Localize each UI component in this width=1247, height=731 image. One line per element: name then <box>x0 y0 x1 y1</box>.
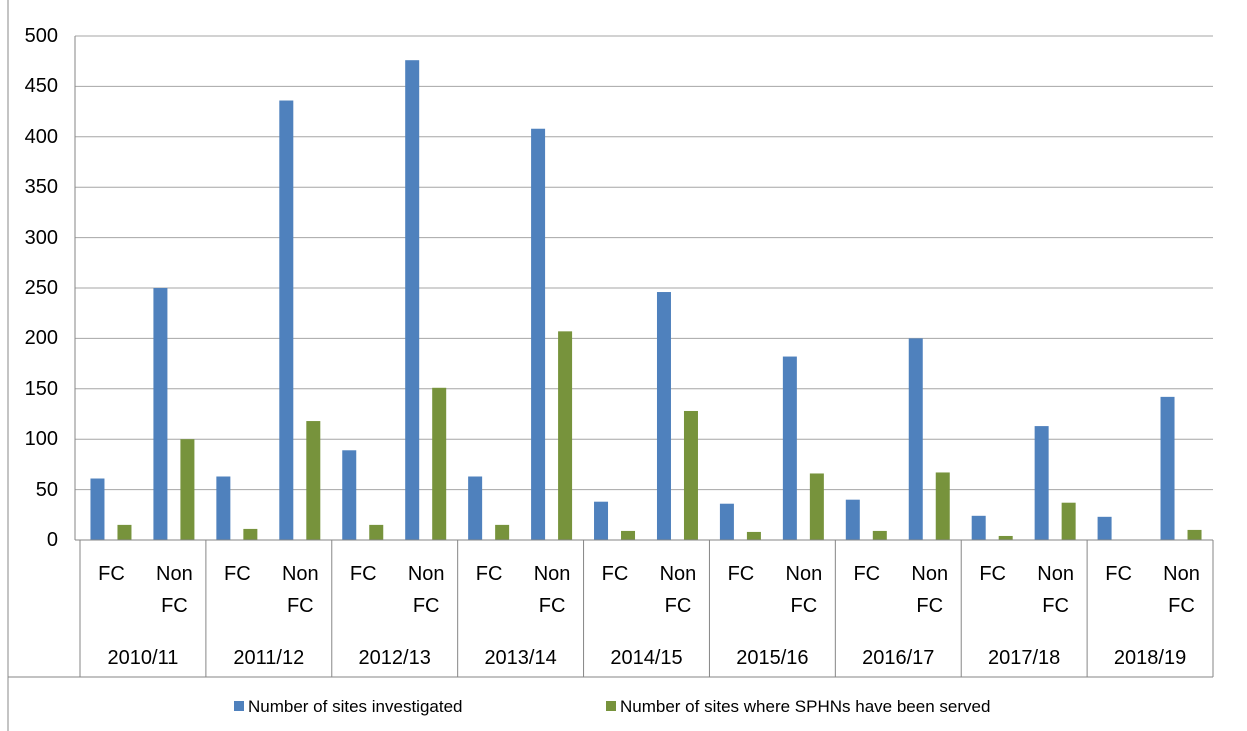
group-label: 2012/13 <box>358 647 431 669</box>
x-tick-label: FC <box>601 563 629 585</box>
bar <box>432 387 447 540</box>
y-tick-label: 350 <box>24 176 58 199</box>
bar <box>468 476 483 540</box>
y-tick-label: 250 <box>24 277 58 299</box>
x-tick-label: Non FC <box>533 563 571 617</box>
bar <box>1097 516 1112 540</box>
bar <box>1160 396 1175 540</box>
x-tick-label: Non FC <box>281 563 319 617</box>
bar <box>1061 502 1076 540</box>
x-tick-label: FC <box>979 563 1007 585</box>
y-tick-label: 200 <box>24 327 58 350</box>
group-label: 2014/15 <box>610 647 683 669</box>
bar <box>180 439 195 540</box>
bar <box>558 331 573 540</box>
x-tick-label: FC <box>1105 563 1132 585</box>
bar <box>531 128 546 540</box>
bar <box>683 410 698 540</box>
group-label: 2015/16 <box>736 647 809 669</box>
bar <box>495 524 510 540</box>
bar <box>342 450 357 540</box>
bar <box>216 476 231 540</box>
group-label: 2011/12 <box>233 647 305 669</box>
legend-swatch <box>606 701 616 711</box>
group-label: 2017/18 <box>988 647 1061 669</box>
y-tick-label: 500 <box>24 25 58 47</box>
bar <box>845 499 860 540</box>
bar <box>1187 529 1202 540</box>
x-tick-label: Non FC <box>785 563 823 617</box>
y-tick-label: 450 <box>24 75 58 98</box>
bar <box>935 472 950 540</box>
y-tick-label: 300 <box>24 226 58 249</box>
bar <box>594 501 609 540</box>
legend-swatch <box>234 701 244 711</box>
bar <box>971 515 986 540</box>
x-tick-label: FC <box>853 563 881 585</box>
y-tick-label: 0 <box>46 529 58 551</box>
bar <box>117 524 132 540</box>
x-tick-label: FC <box>727 563 755 585</box>
bar <box>719 503 734 540</box>
bar <box>656 292 671 540</box>
group-label: 2010/11 <box>107 647 179 669</box>
bar <box>746 531 761 540</box>
x-tick-label: FC <box>475 563 503 585</box>
y-tick-label: 400 <box>24 125 58 148</box>
x-tick-label: FC <box>349 563 377 585</box>
legend-label: Number of sites where SPHNs have been se… <box>620 697 991 716</box>
bar <box>369 524 384 540</box>
bar <box>405 60 420 540</box>
bar <box>908 338 923 540</box>
legend-label: Number of sites investigated <box>248 697 463 716</box>
bar <box>153 288 168 540</box>
bar <box>306 421 321 540</box>
x-tick-label: Non FC <box>659 563 697 617</box>
bar <box>90 478 105 540</box>
bar <box>621 530 636 540</box>
x-tick-label: Non FC <box>156 563 193 617</box>
y-tick-label: 150 <box>24 377 58 400</box>
y-tick-label: 50 <box>35 478 58 501</box>
bar <box>809 473 824 540</box>
bar <box>279 100 294 541</box>
x-tick-label: Non FC <box>911 563 949 617</box>
x-tick-label: Non FC <box>1037 563 1074 617</box>
group-label: 2013/14 <box>484 647 557 669</box>
bar <box>243 528 258 540</box>
x-tick-label: FC <box>98 563 125 585</box>
x-tick-label: Non FC <box>1163 563 1200 617</box>
group-label: 2018/19 <box>1113 647 1187 669</box>
x-tick-label: FC <box>224 563 251 585</box>
x-tick-label: Non FC <box>407 563 445 617</box>
bar <box>998 535 1013 540</box>
group-label: 2016/17 <box>862 647 935 669</box>
bar <box>872 530 887 540</box>
bar <box>782 356 797 540</box>
y-tick-label: 100 <box>24 428 58 451</box>
bar <box>1034 426 1049 540</box>
